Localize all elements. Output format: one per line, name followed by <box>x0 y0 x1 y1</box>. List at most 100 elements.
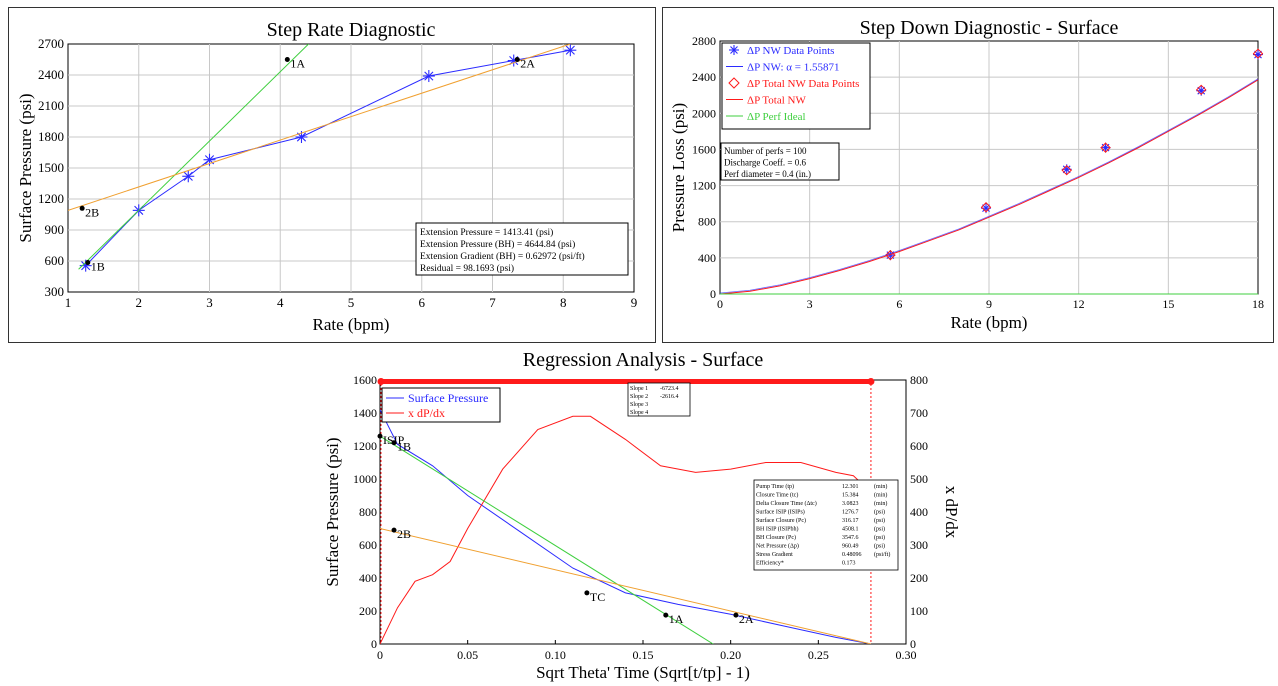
x-tick-label: 6 <box>419 295 426 310</box>
result-label: Surface ISIP (ISIPs) <box>756 509 805 516</box>
info-line: Residual = 98.1693 (psi) <box>420 263 514 274</box>
data-point-diamond <box>1196 84 1207 95</box>
star-stroke <box>565 45 575 55</box>
data-point-star <box>564 44 577 57</box>
legend-label: ΔP Total NW <box>747 95 806 107</box>
marker-point <box>85 260 91 266</box>
result-label: Surface Closure (Pc) <box>756 517 806 524</box>
y-tick-label: 200 <box>359 604 377 618</box>
legend-label: ΔP Perf Ideal <box>747 111 806 123</box>
marker-point <box>514 57 520 62</box>
star-stroke <box>296 132 307 142</box>
result-value: 0.48096 <box>842 552 862 558</box>
star-stroke <box>730 46 738 54</box>
y-tick-label: 2000 <box>692 106 716 120</box>
x-tick-label: 0.05 <box>457 648 478 662</box>
marker-label: 1A <box>669 612 684 626</box>
x-axis-label: Rate (bpm) <box>951 313 1028 332</box>
info-box <box>720 142 840 181</box>
y-tick-label: 2700 <box>38 36 64 51</box>
x-tick-label: 9 <box>986 297 992 311</box>
marker-point <box>391 440 397 446</box>
y-tick-label: 1600 <box>353 373 377 387</box>
legend-label: ΔP NW: α = 1.55871 <box>747 62 839 74</box>
result-label: BH Closure (Pc) <box>756 534 796 541</box>
result-label: Pump Time (tp) <box>756 483 794 490</box>
marker-label: 1A <box>290 57 305 71</box>
data-point-diamond <box>980 202 992 213</box>
marker-label: 2A <box>739 612 754 626</box>
step-rate-chart: 1 2 3 4 5 6 7 8 9 300 600 900 1200 1500 1800 2100 2400 27… <box>16 19 638 334</box>
star-stroke <box>424 71 434 81</box>
y-tick-label: 1600 <box>692 142 716 156</box>
star-stroke <box>204 155 215 165</box>
marker-label: ISIP <box>383 433 405 447</box>
slope-value: -6723.4 <box>660 386 679 392</box>
result-label: Stress Gradient <box>756 552 793 558</box>
x-tick-label: 3 <box>206 295 213 310</box>
y-tick-label: 800 <box>359 505 377 519</box>
result-value: 12.301 <box>842 484 859 490</box>
x-axis-label: Rate (bpm) <box>313 315 390 334</box>
x-tick-label: 7 <box>489 295 496 310</box>
x-tick-label: 9 <box>631 295 638 310</box>
y-tick-label: 1200 <box>692 179 716 193</box>
series-line-orange <box>380 528 872 644</box>
chart-title: Step Rate Diagnostic <box>267 19 436 41</box>
x-tick-label: 1 <box>65 295 72 310</box>
result-unit: (min) <box>874 483 887 490</box>
legend-label: x dP/dx <box>408 406 445 420</box>
regression-chart-panel: 0 0.05 0.10 0.15 0.20 0.25 0.30 0 200 400 600 800 10… <box>322 346 962 686</box>
info-line: Discharge Coeff. = 0.6 <box>724 158 806 168</box>
data-point-diamond <box>1252 48 1264 59</box>
data-point-star <box>182 170 195 183</box>
y2-axis-label: x dP/dx <box>942 486 961 539</box>
y-tick-label: 400 <box>359 571 377 585</box>
y-tick-label: 1200 <box>353 439 377 453</box>
result-value: 15.384 <box>842 493 859 499</box>
marker-point <box>377 433 383 439</box>
y-axis-label: Pressure Loss (psi) <box>669 103 688 232</box>
result-unit: (min) <box>874 492 887 499</box>
slope-label: Slope 4 <box>630 410 648 416</box>
x-tick-label: 0.25 <box>808 648 829 662</box>
step-down-chart-panel: 0 3 6 9 12 15 18 0 400 800 1200 1600 2000 2400 2800 Ste… <box>662 7 1274 343</box>
marker-label: 2A <box>520 57 535 71</box>
x-tick-label: 0.15 <box>633 648 654 662</box>
y2-tick-label: 300 <box>910 538 928 552</box>
chart-title: Regression Analysis - Surface <box>523 349 764 371</box>
star-stroke <box>1062 165 1071 174</box>
result-value: 4508.1 <box>842 527 859 533</box>
x-tick-label: 6 <box>896 297 902 311</box>
star-stroke <box>183 171 193 181</box>
y2-tick-label: 600 <box>910 439 928 453</box>
result-unit: (psi/ft) <box>874 551 890 558</box>
info-line: Number of perfs = 100 <box>724 146 807 156</box>
result-unit: (psi) <box>874 509 885 516</box>
y2-tick-label: 700 <box>910 406 928 420</box>
x-tick-label: 18 <box>1252 297 1264 311</box>
data-point-diamond <box>1100 142 1111 153</box>
result-value: 0.173 <box>842 561 856 567</box>
y-axis-label: Surface Pressure (psi) <box>16 93 35 242</box>
y-tick-label: 400 <box>698 251 716 265</box>
y-tick-label: 2800 <box>692 34 716 48</box>
x-tick-label: 0 <box>377 648 383 662</box>
marker-point <box>79 205 85 211</box>
series-line-green <box>380 435 714 644</box>
series-line-orange <box>68 44 571 211</box>
y2-tick-label: 400 <box>910 505 928 519</box>
y-tick-label: 600 <box>359 538 377 552</box>
result-unit: (psi) <box>874 517 885 524</box>
y-tick-label: 1400 <box>353 406 377 420</box>
result-label: Delta Closure Time (Δtc) <box>756 500 817 507</box>
result-value: 3547.6 <box>842 535 859 541</box>
y2-tick-label: 100 <box>910 604 928 618</box>
y-axis-label: Surface Pressure (psi) <box>323 437 342 586</box>
y-tick-label: 2400 <box>692 70 716 84</box>
series-line-red <box>380 415 872 644</box>
time-range-bar <box>380 379 871 384</box>
y2-tick-label: 500 <box>910 472 928 486</box>
chart-title: Step Down Diagnostic - Surface <box>860 17 1119 39</box>
legend-diamond <box>728 77 740 89</box>
